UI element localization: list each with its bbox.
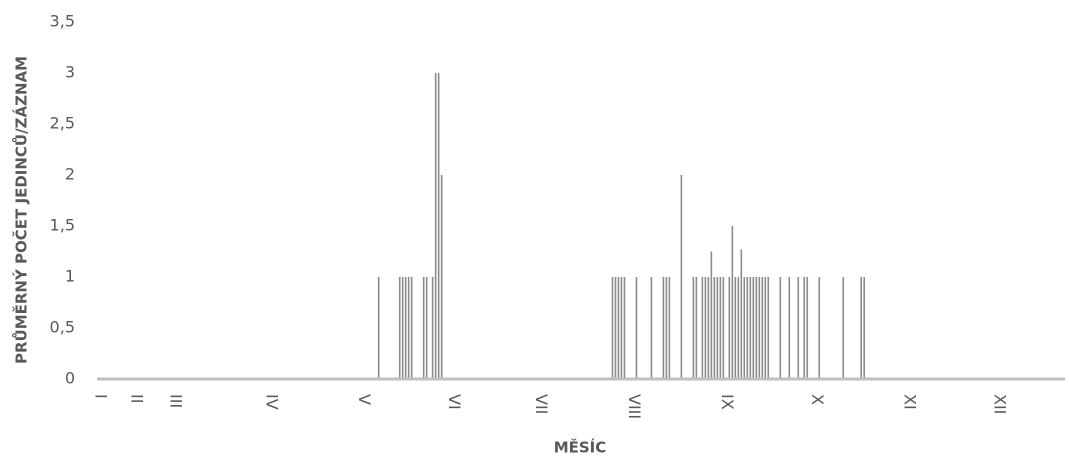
y-tick-label: 0,5 (50, 318, 75, 337)
y-tick-label: 2,5 (50, 114, 75, 133)
bar (422, 277, 425, 379)
bar (662, 277, 665, 379)
x-tick-label: VI (445, 394, 464, 410)
bar (623, 277, 626, 379)
bar (704, 277, 707, 379)
x-tick-label: IX (718, 394, 737, 410)
bar (401, 277, 404, 379)
y-axis-label: PRŮMĚRNÝ POČET JEDINCŮ/ZÁZNAM (11, 56, 31, 364)
bar (797, 277, 800, 379)
bar (746, 277, 749, 379)
bar (806, 277, 809, 379)
x-tick-label: VII (532, 394, 551, 414)
bar (635, 277, 638, 379)
bar (803, 277, 806, 379)
bar (713, 277, 716, 379)
bar (731, 226, 734, 379)
bar (377, 277, 380, 379)
bar (440, 175, 443, 379)
bar (614, 277, 617, 379)
bar (431, 277, 434, 379)
bar (734, 277, 737, 379)
bar (842, 277, 845, 379)
bar (398, 277, 401, 379)
bar (728, 277, 731, 379)
y-tick-label: 2 (65, 165, 75, 184)
bar (752, 277, 755, 379)
bar (749, 277, 752, 379)
x-tick-label: XII (991, 394, 1010, 414)
bar (818, 277, 821, 379)
bar (680, 175, 683, 379)
bar (764, 277, 767, 379)
y-tick-label: 0 (65, 369, 75, 388)
bar (617, 277, 620, 379)
y-tick-label: 1,5 (50, 216, 75, 235)
x-axis-label: MĚSÍC (554, 438, 607, 457)
bar (722, 277, 725, 379)
bar (758, 277, 761, 379)
bar (665, 277, 668, 379)
bar (437, 73, 440, 379)
bar (740, 249, 743, 379)
bar (761, 277, 764, 379)
bar (779, 277, 782, 379)
bar (695, 277, 698, 379)
x-tick-label: III (166, 394, 185, 408)
bar (788, 277, 791, 379)
x-tick-label: II (127, 394, 146, 403)
bar (650, 277, 653, 379)
x-tick-label: VIII (625, 394, 644, 419)
x-tick-label: V (355, 394, 374, 405)
y-tick-label: 1 (65, 267, 75, 286)
bar (755, 277, 758, 379)
bar (407, 277, 410, 379)
bar (701, 277, 704, 379)
bar (611, 277, 614, 379)
bar (692, 277, 695, 379)
bar (719, 277, 722, 379)
bar (425, 277, 428, 379)
x-tick-label: I (91, 394, 110, 399)
y-tick-label: 3 (65, 63, 75, 82)
x-tick-label: XI (901, 394, 920, 410)
bar (710, 251, 713, 379)
bar (860, 277, 863, 379)
bar (863, 277, 866, 379)
x-tick-label: IV (262, 394, 281, 410)
bar (668, 277, 671, 379)
bar (743, 277, 746, 379)
bar (716, 277, 719, 379)
bar (620, 277, 623, 379)
bar (434, 73, 437, 379)
bar (410, 277, 413, 379)
y-tick-label: 3,5 (50, 12, 75, 31)
bar (707, 277, 710, 379)
bar (767, 277, 770, 379)
x-tick-label: X (808, 394, 827, 405)
bar (737, 277, 740, 379)
bar (404, 277, 407, 379)
